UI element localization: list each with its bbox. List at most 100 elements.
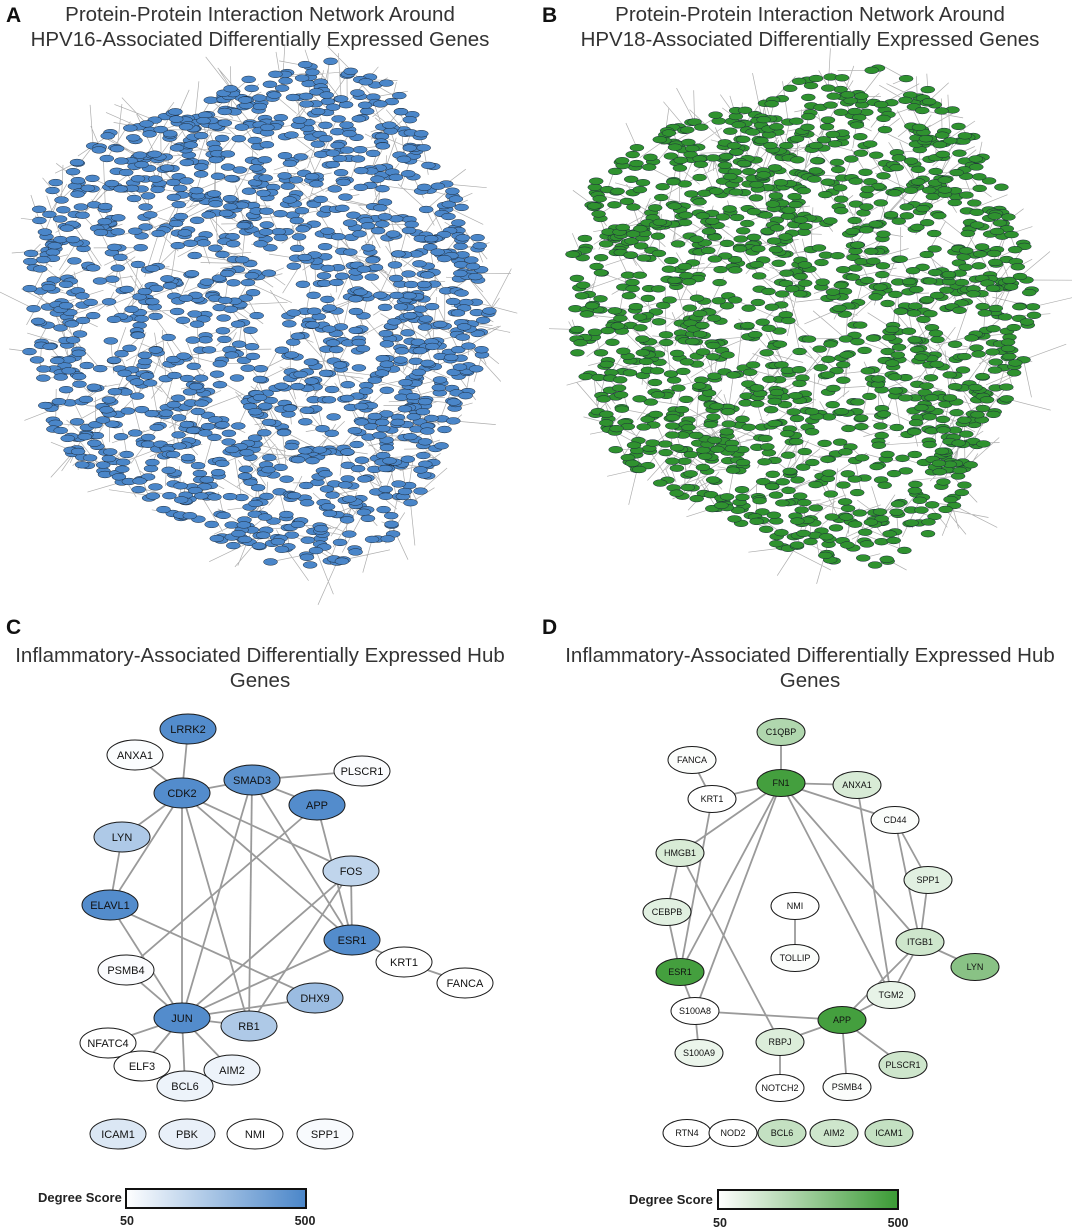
gene-node-dhx9[interactable]: DHX9: [286, 982, 344, 1014]
gene-node-bcl6[interactable]: BCL6: [757, 1119, 807, 1147]
gene-node-elf3[interactable]: ELF3: [113, 1050, 171, 1082]
network-node: [346, 211, 361, 219]
gene-node-esr1[interactable]: ESR1: [323, 924, 381, 956]
network-node: [244, 272, 260, 280]
network-node: [370, 175, 385, 183]
gene-node-nfatc4[interactable]: NFATC4: [79, 1027, 137, 1059]
network-node: [355, 345, 371, 353]
gene-node-label: DHX9: [300, 993, 329, 1005]
gene-node-fos[interactable]: FOS: [322, 855, 380, 887]
gene-node-psmb4[interactable]: PSMB4: [97, 954, 155, 986]
network-node: [625, 278, 640, 287]
gene-node-notch2[interactable]: NOTCH2: [755, 1074, 805, 1102]
network-node: [876, 172, 891, 180]
gene-node-plscr1[interactable]: PLSCR1: [333, 755, 391, 787]
network-node: [860, 185, 875, 193]
network-node: [876, 114, 891, 123]
network-node: [41, 283, 56, 292]
gene-node-nod2[interactable]: NOD2: [708, 1119, 758, 1147]
gene-node-spp1[interactable]: SPP1: [296, 1118, 354, 1150]
gene-node-pbk[interactable]: PBK: [158, 1118, 216, 1150]
network-node: [223, 85, 238, 93]
gene-node-plscr1[interactable]: PLSCR1: [878, 1051, 928, 1079]
gene-node-icam1[interactable]: ICAM1: [89, 1118, 147, 1150]
network-node: [857, 346, 872, 355]
gene-node-lyn[interactable]: LYN: [950, 953, 1000, 981]
gene-node-nmi[interactable]: NMI: [770, 892, 820, 920]
gene-node-itgb1[interactable]: ITGB1: [895, 928, 945, 956]
gene-node-cdk2[interactable]: CDK2: [153, 777, 211, 809]
gene-node-bcl6[interactable]: BCL6: [156, 1070, 214, 1102]
gene-node-spp1[interactable]: SPP1: [903, 866, 953, 894]
gene-node-aim2[interactable]: AIM2: [809, 1119, 859, 1147]
gene-node-fanca[interactable]: FANCA: [436, 967, 494, 999]
network-node: [294, 74, 310, 82]
network-node: [299, 499, 315, 507]
gene-node-cebpb[interactable]: CEBPB: [642, 898, 692, 926]
gene-node-fn1[interactable]: FN1: [756, 769, 806, 797]
gene-node-lrrk2[interactable]: LRRK2: [159, 713, 217, 745]
gene-node-krt1[interactable]: KRT1: [687, 785, 737, 813]
network-node: [56, 206, 71, 214]
gene-node-jun[interactable]: JUN: [153, 1002, 211, 1034]
gene-node-esr1[interactable]: ESR1: [655, 958, 705, 986]
network-node: [274, 382, 289, 390]
network-node: [64, 320, 80, 328]
gene-node-elavl1[interactable]: ELAVL1: [81, 889, 139, 921]
network-node: [400, 170, 416, 178]
network-node: [868, 293, 883, 301]
gene-node-nmi[interactable]: NMI: [226, 1118, 284, 1150]
gene-node-rb1[interactable]: RB1: [220, 1010, 278, 1042]
network-node: [424, 302, 440, 311]
gene-node-tollip[interactable]: TOLLIP: [770, 944, 820, 972]
gene-node-rtn4[interactable]: RTN4: [662, 1119, 712, 1147]
network-node: [262, 80, 278, 88]
network-node: [1001, 213, 1016, 221]
gene-node-krt1[interactable]: KRT1: [375, 946, 433, 978]
gene-node-label: FANCA: [677, 755, 707, 765]
gene-node-hmgb1[interactable]: HMGB1: [655, 839, 705, 867]
network-node: [401, 226, 417, 235]
gene-node-shape: [153, 777, 211, 809]
network-node: [891, 217, 907, 225]
network-node: [29, 356, 45, 364]
network-node: [797, 261, 813, 269]
gene-node-shape: [223, 764, 281, 796]
gene-node-lyn[interactable]: LYN: [93, 821, 151, 853]
network-node: [375, 220, 390, 228]
gene-node-s100a9[interactable]: S100A9: [674, 1039, 724, 1067]
gene-node-app[interactable]: APP: [817, 1006, 867, 1034]
network-node: [320, 503, 336, 511]
network-node: [729, 148, 744, 156]
gene-node-tgm2[interactable]: TGM2: [866, 981, 916, 1009]
network-node: [236, 521, 252, 529]
network-node: [599, 410, 614, 418]
gene-node-cd44[interactable]: CD44: [870, 806, 920, 834]
gene-node-anxa1[interactable]: ANXA1: [106, 739, 164, 771]
gene-node-fanca[interactable]: FANCA: [667, 746, 717, 774]
network-node: [713, 265, 728, 274]
gene-node-icam1[interactable]: ICAM1: [864, 1119, 914, 1147]
gene-node-app[interactable]: APP: [288, 789, 346, 821]
network-node: [417, 183, 432, 191]
network-node: [914, 403, 929, 412]
gene-node-smad3[interactable]: SMAD3: [223, 764, 281, 796]
gene-node-s100a8[interactable]: S100A8: [670, 997, 720, 1025]
network-node: [587, 183, 603, 191]
network-node: [803, 537, 818, 546]
gene-node-aim2[interactable]: AIM2: [203, 1054, 261, 1086]
network-node: [290, 520, 306, 529]
network-node: [145, 297, 160, 306]
network-node: [937, 176, 953, 184]
network-node: [903, 157, 919, 165]
gene-node-rbpj[interactable]: RBPJ: [755, 1028, 805, 1056]
network-node: [317, 243, 333, 251]
network-node: [904, 519, 919, 527]
gene-node-anxa1[interactable]: ANXA1: [832, 771, 882, 799]
network-node: [85, 174, 100, 183]
gene-node-c1qbp[interactable]: C1QBP: [756, 718, 806, 746]
network-node: [727, 296, 743, 304]
network-node: [360, 222, 376, 230]
network-node: [711, 117, 726, 125]
gene-node-psmb4[interactable]: PSMB4: [822, 1073, 872, 1101]
